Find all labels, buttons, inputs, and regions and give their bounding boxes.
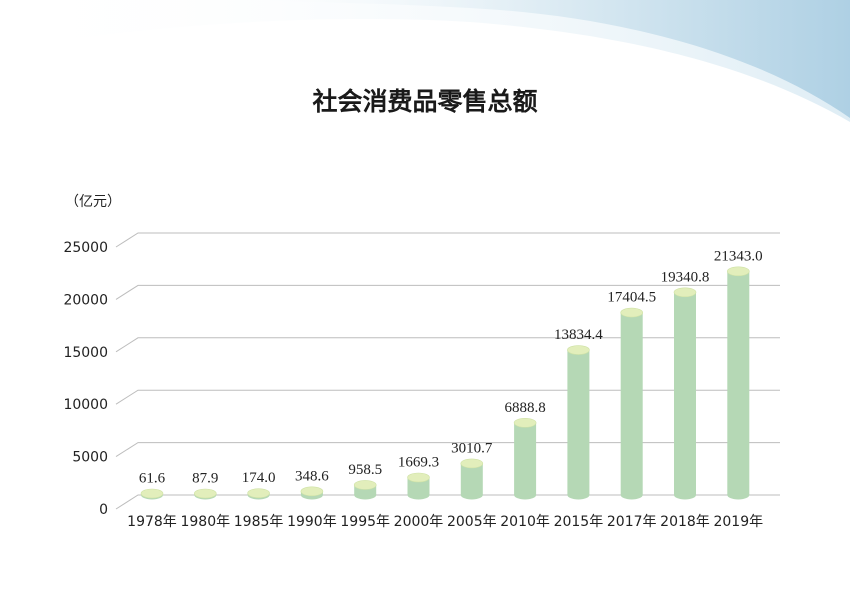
bar-body: [407, 477, 430, 495]
bar-base: [354, 490, 377, 500]
data-label: 6888.8: [504, 400, 545, 416]
data-label: 87.9: [192, 471, 218, 487]
x-tick-label: 2018年: [660, 514, 710, 530]
data-label: 348.6: [295, 468, 329, 484]
gridline: [115, 389, 780, 405]
bar-body: [460, 463, 483, 495]
bar-top: [567, 345, 590, 355]
bar: [726, 266, 750, 500]
bars: [140, 266, 750, 500]
data-label: 19340.8: [661, 269, 710, 285]
bar: [620, 307, 644, 500]
y-axis-unit-label: （亿元）: [65, 194, 121, 210]
bar: [513, 418, 537, 500]
bar-body: [727, 271, 750, 495]
bar-body: [354, 484, 377, 495]
gridline: [115, 284, 780, 300]
bar-base: [727, 490, 750, 500]
bar: [194, 488, 217, 500]
bar-body: [514, 422, 537, 495]
bar-top: [407, 472, 430, 483]
data-label: 21343.0: [714, 248, 763, 264]
bar: [300, 486, 324, 500]
bar-body: [567, 350, 590, 495]
bar: [567, 345, 590, 500]
gridline: [115, 494, 780, 510]
bar: [673, 287, 697, 500]
bar-top: [353, 480, 377, 490]
bar: [460, 458, 484, 500]
bar: [140, 488, 164, 500]
bar-base: [567, 490, 590, 500]
y-tick-label: 5000: [72, 450, 108, 466]
bar-top: [247, 488, 270, 498]
y-axis-ticks: 0 5000 10000 15000 20000 25000: [63, 240, 108, 518]
bar-top: [194, 488, 217, 499]
x-tick-label: 1978年: [127, 514, 177, 530]
bar-top: [300, 486, 324, 497]
x-tick-label: 2000年: [394, 514, 444, 530]
bar-base: [674, 490, 696, 500]
x-tick-label: 2015年: [554, 514, 604, 530]
x-tick-label: 2010年: [500, 514, 550, 530]
x-axis-labels: 1978年 1980年 1985年 1990年 1995年 2000年 2005年 2010年…: [127, 514, 763, 530]
chart-title: 社会消费品零售总额: [312, 87, 537, 116]
data-label: 3010.7: [451, 440, 493, 456]
data-label: 1669.3: [398, 455, 439, 471]
bar-base: [620, 490, 643, 500]
data-label: 13834.4: [554, 327, 603, 343]
gridline: [115, 337, 780, 353]
bar: [407, 472, 430, 500]
x-tick-label: 2017年: [607, 514, 657, 530]
bar-top: [673, 287, 697, 298]
x-tick-label: 1990年: [287, 514, 337, 530]
x-tick-label: 1995年: [340, 514, 390, 530]
x-tick-label: 1985年: [234, 514, 284, 530]
bar-body: [620, 312, 643, 495]
gridlines: [115, 232, 780, 510]
data-labels: 61.6 87.9 174.0 348.6 958.5 1669.3 3010.7 6888.…: [139, 248, 763, 486]
x-tick-label: 2005年: [447, 514, 497, 530]
bar-base: [407, 490, 430, 500]
data-label: 61.6: [139, 471, 166, 487]
y-tick-label: 20000: [63, 292, 108, 308]
bar-top: [460, 458, 484, 469]
bar-base: [460, 490, 483, 500]
y-tick-label: 15000: [63, 345, 108, 361]
bar-body: [674, 292, 696, 495]
bar-base: [514, 490, 537, 500]
x-tick-label: 1980年: [180, 514, 230, 530]
bar-top: [620, 307, 644, 318]
bar: [247, 488, 270, 500]
gridline: [115, 442, 780, 458]
data-label: 17404.5: [607, 290, 656, 306]
gridline: [115, 232, 780, 248]
y-tick-label: 25000: [63, 240, 108, 256]
y-tick-label: 10000: [63, 397, 108, 413]
bar: [353, 480, 377, 500]
background-swoosh: [0, 0, 850, 122]
bar-top: [726, 266, 750, 277]
data-label: 958.5: [348, 462, 382, 478]
x-tick-label: 2019年: [713, 514, 763, 530]
bar-top: [140, 488, 164, 499]
y-tick-label: 0: [99, 502, 108, 518]
data-label: 174.0: [242, 470, 276, 486]
bar-top: [513, 418, 537, 428]
